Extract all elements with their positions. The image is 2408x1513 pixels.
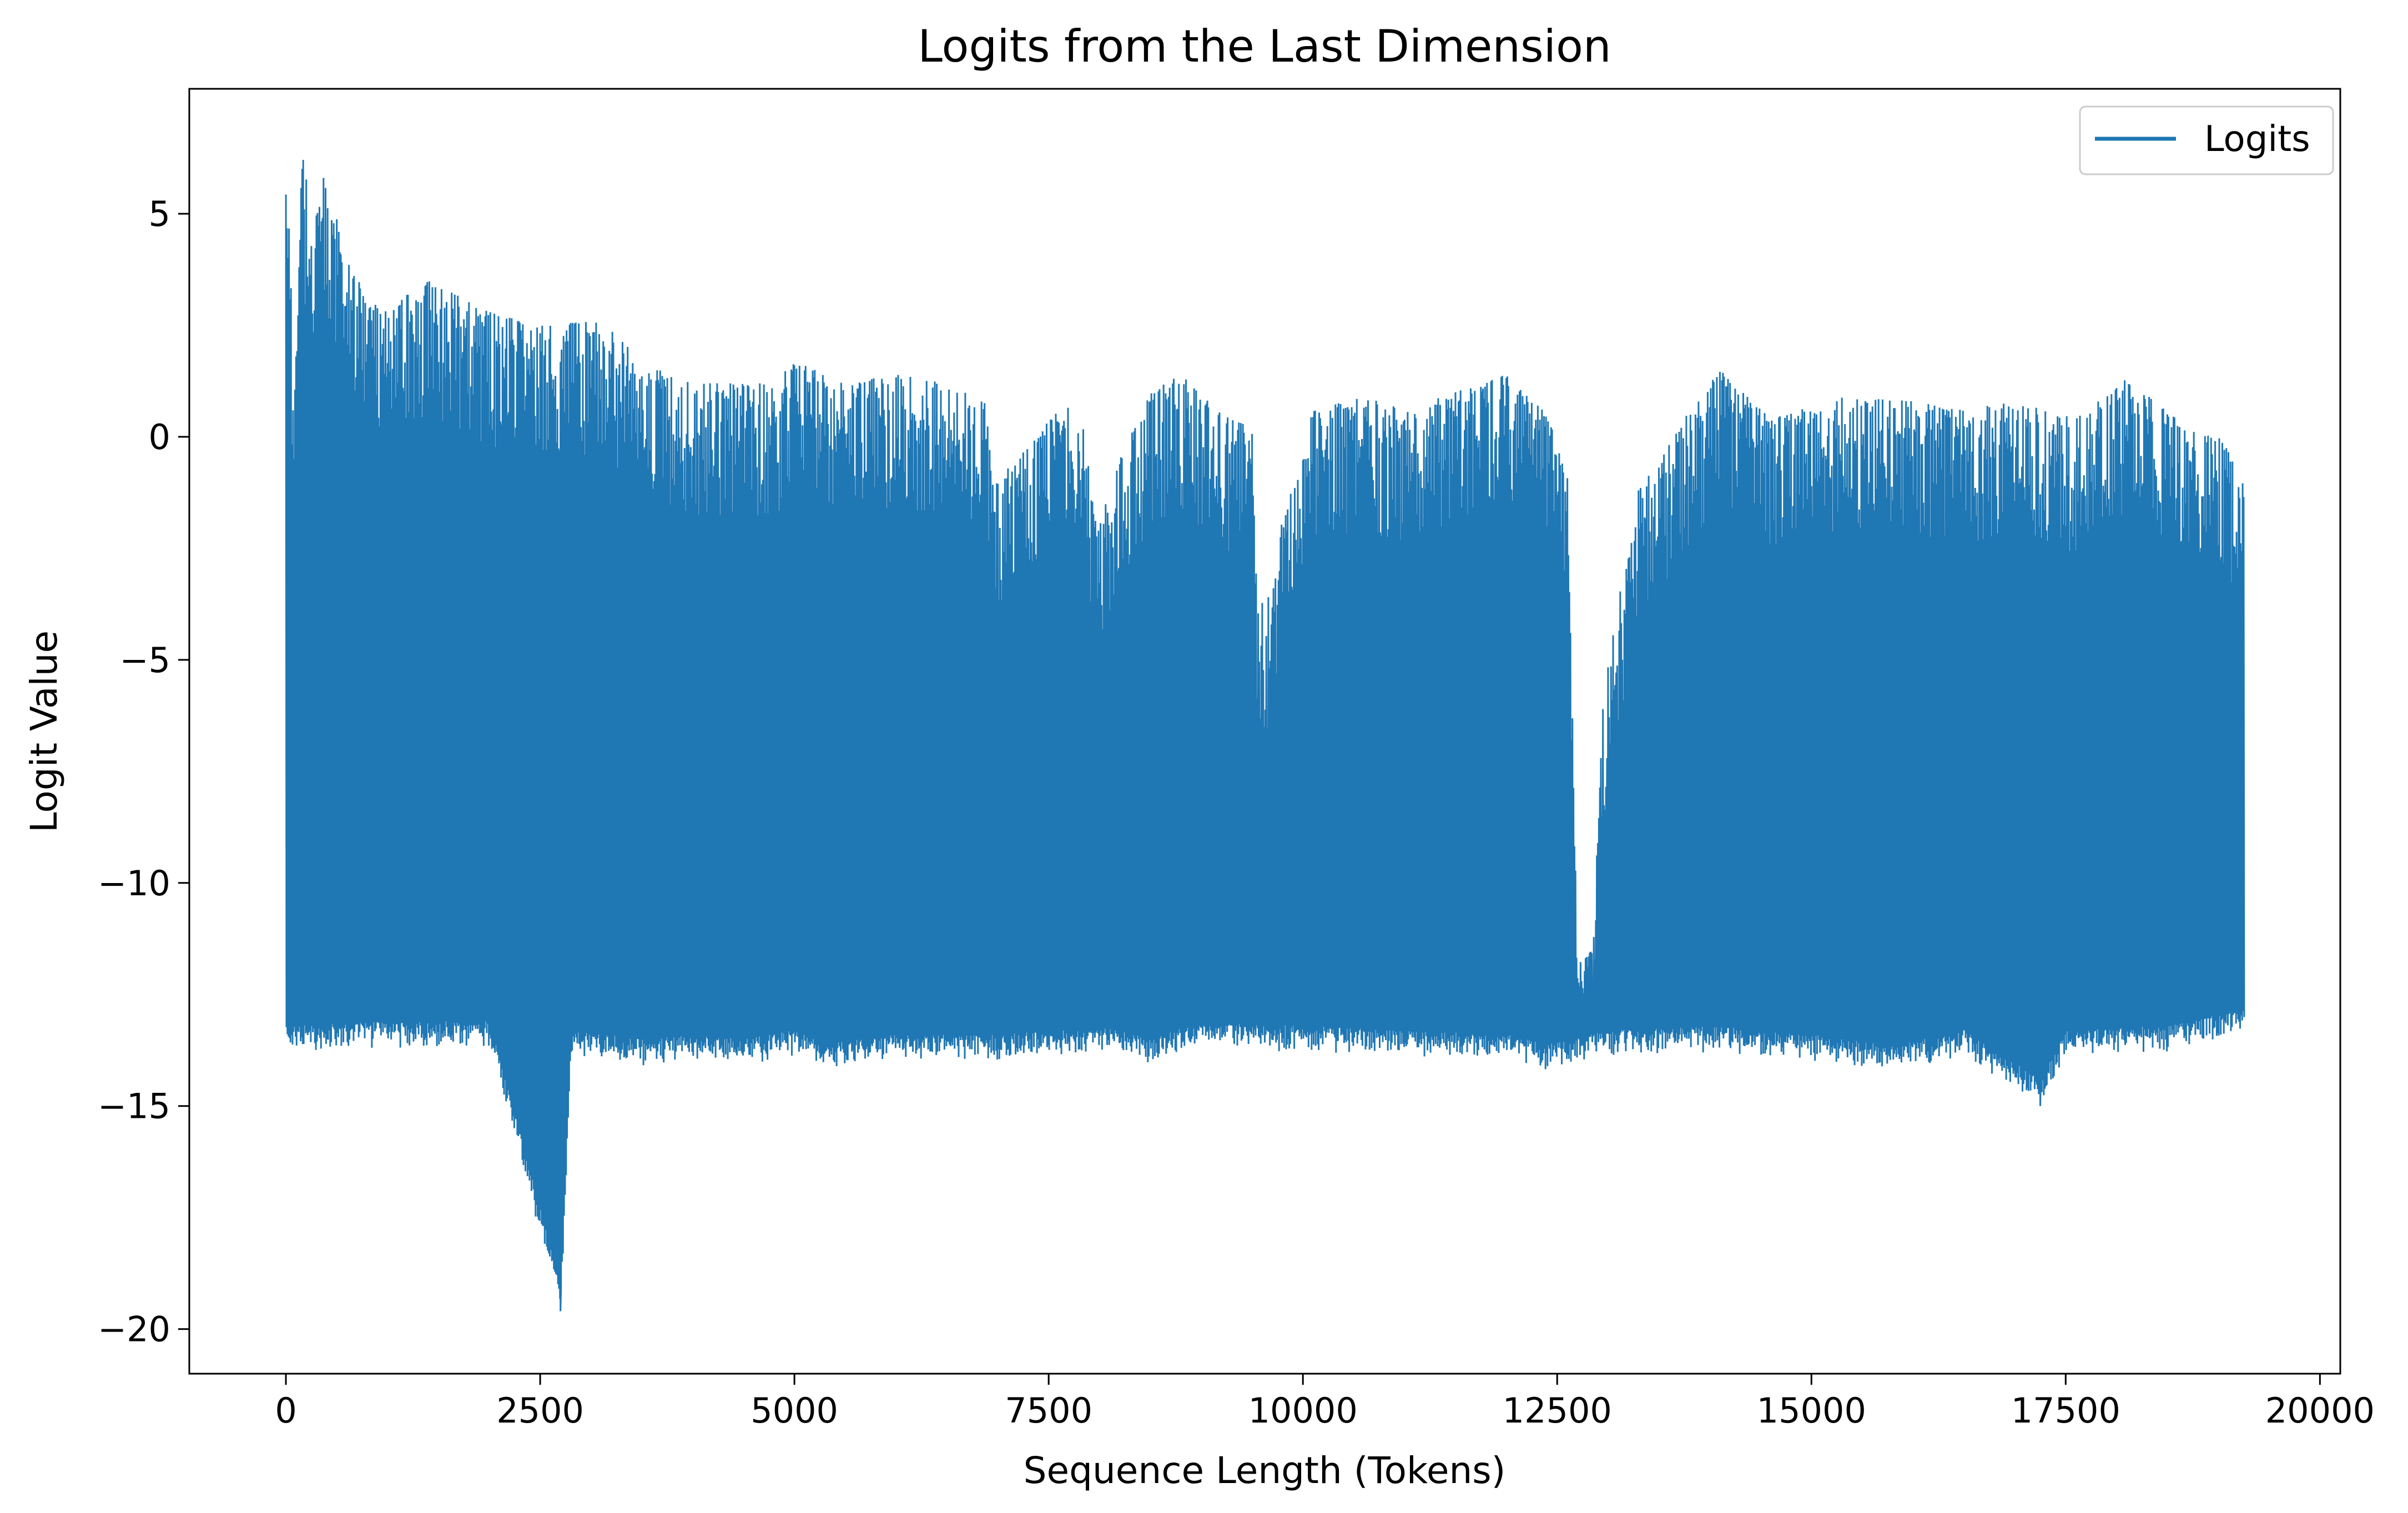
legend-label: Logits: [2204, 119, 2310, 160]
x-tick-label: 5000: [750, 1390, 838, 1431]
x-tick-label: 15000: [1757, 1390, 1866, 1431]
data-layer: [285, 159, 2245, 1312]
series-line-logits: [285, 159, 2245, 1312]
y-tick-label: −5: [120, 640, 170, 680]
x-tick-label: 12500: [1503, 1390, 1612, 1431]
y-tick-label: −10: [98, 863, 170, 904]
x-tick-label: 17500: [2011, 1390, 2120, 1431]
plot-frame: [188, 88, 2341, 1375]
x-tick-label: 7500: [1005, 1390, 1092, 1431]
legend-box: [2079, 105, 2334, 175]
x-tick-label: 10000: [1248, 1390, 1358, 1431]
chart-title: Logits from the Last Dimension: [918, 21, 1611, 72]
y-tick-label: −15: [98, 1086, 170, 1127]
y-axis: 5 0 −5 −10 −15 −20: [98, 194, 189, 1350]
y-tick-label: 0: [149, 417, 170, 457]
y-axis-label: Logit Value: [23, 631, 66, 833]
x-tick-label: 20000: [2265, 1390, 2375, 1431]
x-tick-label: 2500: [496, 1390, 584, 1431]
y-tick-label: −20: [98, 1309, 170, 1350]
x-axis-label: Sequence Length (Tokens): [1024, 1449, 1506, 1492]
legend: Logits: [2079, 105, 2334, 175]
y-tick-label: 5: [149, 194, 170, 234]
x-axis: 0 2500 5000 7500 10000 12500 15000 17500 20000: [275, 1374, 2375, 1431]
x-tick-label: 0: [275, 1390, 296, 1431]
